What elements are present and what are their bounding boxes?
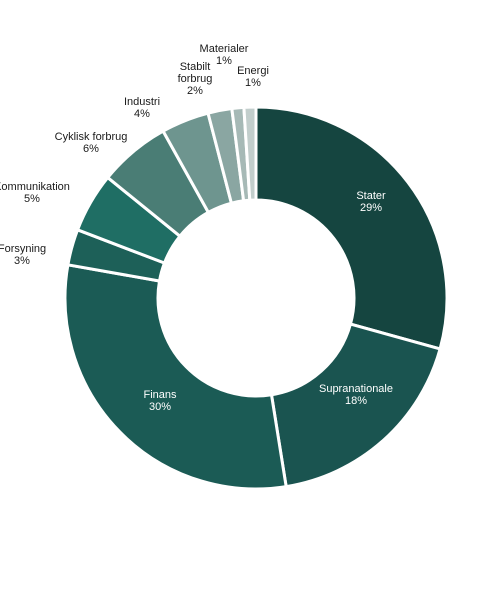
label-name: Kommunikation [0, 181, 70, 193]
label-name: forbrug [178, 73, 213, 85]
label-supranationale: Supranationale 18% [319, 383, 393, 407]
label-percent: 2% [187, 85, 203, 97]
donut-slices [63, 105, 449, 491]
label-percent: 18% [345, 395, 367, 407]
label-cyklisk-forbrug: Cyklisk forbrug 6% [55, 131, 128, 155]
label-name: Stater [356, 190, 386, 202]
label-name: Supranationale [319, 383, 393, 395]
label-percent: 3% [14, 255, 30, 267]
label-name: Cyklisk forbrug [55, 131, 128, 143]
label-materialer: Materialer 1% [200, 43, 249, 67]
label-percent: 5% [24, 193, 40, 205]
label-percent: 4% [134, 108, 150, 120]
label-percent: 30% [149, 401, 171, 413]
label-energi: Energi 1% [237, 65, 269, 89]
label-name: Materialer [200, 43, 249, 55]
label-percent: 6% [83, 143, 99, 155]
label-name: Forsyning [0, 243, 46, 255]
label-name: Industri [124, 96, 160, 108]
label-industri: Industri 4% [124, 96, 160, 120]
slice-energi [242, 105, 258, 202]
label-finans: Finans 30% [143, 389, 177, 413]
slice-finans [63, 263, 288, 491]
label-name: Finans [143, 389, 177, 401]
label-percent: 1% [245, 77, 261, 89]
slice-labels: Stater 29% Supranationale 18% Finans 30% Forsy… [0, 43, 393, 413]
label-percent: 1% [216, 55, 232, 67]
label-name: Energi [237, 65, 269, 77]
label-stabilt-forbrug: Stabilt forbrug 2% [178, 61, 213, 97]
label-forsyning: Forsyning 3% [0, 243, 46, 267]
label-kommunikation: Kommunikation 5% [0, 181, 70, 205]
label-name: Stabilt [180, 61, 211, 73]
label-stater: Stater 29% [356, 190, 386, 214]
label-percent: 29% [360, 202, 382, 214]
slice-stater [254, 105, 449, 351]
slice-supranationale [269, 322, 442, 489]
